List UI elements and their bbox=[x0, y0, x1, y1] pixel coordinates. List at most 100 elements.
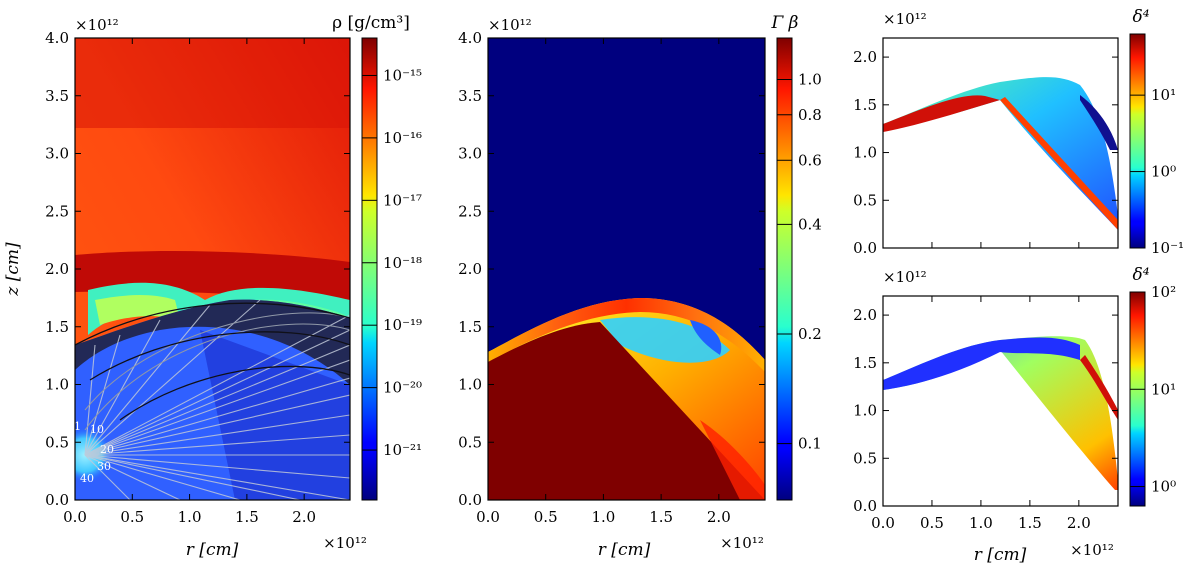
y-tick-label: 3.0 bbox=[458, 145, 482, 163]
doppler-top-heatmap bbox=[883, 38, 1118, 248]
doppler-top-colorbar-ticks: 10¹ 10⁰ 10⁻¹ bbox=[1130, 86, 1184, 257]
doppler-top-colorbar bbox=[1129, 33, 1146, 249]
colorbar-tick-label: 0.8 bbox=[798, 106, 822, 124]
y-tick-label: 0.5 bbox=[853, 191, 877, 209]
y-tick-label: 2.5 bbox=[45, 202, 69, 220]
x-tick-label: 1.5 bbox=[235, 508, 259, 526]
colorbar-tick-label: 10⁻¹⁵ bbox=[383, 66, 422, 84]
colorbar-tick-label: 0.4 bbox=[798, 215, 822, 233]
contour-label-30: 30 bbox=[97, 460, 111, 473]
colorbar-tick-label: 10⁻²⁰ bbox=[383, 379, 422, 397]
panel-density: 1 10 20 30 40 0.0 0.5 1.0 1.5 2.0 2.5 3.0 3.5 4.… bbox=[3, 13, 422, 560]
y-tick-label: 3.5 bbox=[458, 87, 482, 105]
x-tick-label: 0.0 bbox=[871, 514, 895, 532]
colorbar-tick-label: 10⁻¹⁶ bbox=[383, 129, 422, 147]
colorbar-tick-label: 0.1 bbox=[798, 435, 822, 453]
y-tick-label: 1.0 bbox=[853, 402, 877, 420]
y-tick-label: 3.5 bbox=[45, 87, 69, 105]
y-tick-label: 3.0 bbox=[45, 145, 69, 163]
lorentz-colorbar-label: Γ β bbox=[770, 13, 798, 33]
x-tick-label: 0.0 bbox=[476, 508, 500, 526]
density-colorbar-ticks: 10⁻¹⁵ 10⁻¹⁶ 10⁻¹⁷ 10⁻¹⁸ 10⁻¹⁹ 10⁻²⁰ 10⁻²¹ bbox=[362, 66, 422, 459]
doppler-bottom-heatmap bbox=[883, 296, 1118, 506]
x-tick-label: 1.5 bbox=[1018, 514, 1042, 532]
density-colorbar-label: ρ [g/cm³] bbox=[332, 13, 410, 33]
colorbar-tick-label: 10⁰ bbox=[1151, 478, 1176, 496]
colorbar-tick-label: 0.6 bbox=[798, 151, 822, 169]
lorentz-x-label: r [cm] bbox=[598, 540, 651, 560]
density-y-label: z [cm] bbox=[3, 242, 23, 297]
y-tick-label: 2.0 bbox=[45, 260, 69, 278]
density-x-multiplier: ×10¹² bbox=[323, 534, 367, 552]
doppler-bottom-x-label: r [cm] bbox=[974, 545, 1027, 565]
density-colorbar bbox=[361, 37, 378, 501]
x-tick-label: 2.0 bbox=[707, 508, 731, 526]
x-tick-label: 1.0 bbox=[969, 514, 993, 532]
y-tick-label: 2.0 bbox=[853, 306, 877, 324]
x-tick-label: 0.5 bbox=[534, 508, 558, 526]
colorbar-tick-label: 10⁻¹ bbox=[1151, 239, 1184, 257]
y-tick-label: 1.0 bbox=[458, 376, 482, 394]
colorbar-tick-label: 10² bbox=[1151, 283, 1176, 301]
x-tick-label: 1.0 bbox=[178, 508, 202, 526]
x-tick-label: 0.5 bbox=[920, 514, 944, 532]
y-tick-label: 1.0 bbox=[45, 376, 69, 394]
y-tick-label: 0.5 bbox=[45, 433, 69, 451]
colorbar-tick-label: 10¹ bbox=[1151, 380, 1176, 398]
colorbar-tick-label: 10⁰ bbox=[1151, 163, 1176, 181]
panel-doppler-bottom: 0.0 0.5 1.0 1.5 2.0 0.0 0.5 1.0 1.5 2.0 ×10¹² ×10… bbox=[853, 265, 1176, 565]
density-y-multiplier: ×10¹² bbox=[75, 16, 119, 34]
doppler-bottom-y-multiplier: ×10¹² bbox=[883, 268, 927, 286]
y-tick-label: 1.5 bbox=[853, 96, 877, 114]
doppler-top-ticks: 0.0 0.5 1.0 1.5 2.0 bbox=[853, 48, 1118, 257]
doppler-bottom-colorbar-ticks: 10² 10¹ 10⁰ bbox=[1130, 283, 1176, 496]
lorentz-y-multiplier: ×10¹² bbox=[488, 16, 532, 34]
y-tick-label: 1.5 bbox=[45, 318, 69, 336]
lorentz-colorbar bbox=[776, 37, 793, 501]
y-tick-label: 0.0 bbox=[458, 491, 482, 509]
y-tick-label: 2.5 bbox=[458, 202, 482, 220]
lorentz-x-multiplier: ×10¹² bbox=[720, 534, 764, 552]
lorentz-ticks: 0.0 0.5 1.0 1.5 2.0 2.5 3.0 3.5 4.0 0.0 0.5 1.0 1.5 2… bbox=[458, 29, 765, 526]
y-tick-label: 1.5 bbox=[458, 318, 482, 336]
colorbar-tick-label: 1.0 bbox=[798, 70, 822, 88]
x-tick-label: 0.0 bbox=[63, 508, 87, 526]
doppler-bottom-x-multiplier: ×10¹² bbox=[1070, 541, 1114, 559]
y-tick-label: 0.0 bbox=[853, 239, 877, 257]
doppler-top-axes-frame bbox=[882, 37, 1119, 249]
colorbar-tick-label: 10⁻²¹ bbox=[383, 441, 422, 459]
colorbar-tick-label: 10⁻¹⁹ bbox=[383, 316, 422, 334]
density-ticks: 0.0 0.5 1.0 1.5 2.0 2.5 3.0 3.5 4.0 0.0 0.5 1.0 1.5 2… bbox=[45, 29, 350, 526]
colorbar-tick-label: 10¹ bbox=[1151, 86, 1176, 104]
y-tick-label: 2.0 bbox=[853, 48, 877, 66]
density-x-label: r [cm] bbox=[186, 540, 239, 560]
y-tick-label: 0.0 bbox=[853, 497, 877, 515]
density-heatmap: 1 10 20 30 40 bbox=[74, 38, 350, 500]
contour-label-40: 40 bbox=[80, 472, 94, 485]
y-tick-label: 1.0 bbox=[853, 144, 877, 162]
y-tick-label: 0.5 bbox=[458, 433, 482, 451]
contour-label-1: 1 bbox=[74, 420, 81, 433]
doppler-bottom-colorbar-label: δ⁴ bbox=[1132, 265, 1149, 285]
doppler-top-y-multiplier: ×10¹² bbox=[883, 10, 927, 28]
doppler-bottom-colorbar bbox=[1129, 291, 1146, 507]
doppler-bottom-axes-frame bbox=[882, 295, 1119, 507]
doppler-top-colorbar-label: δ⁴ bbox=[1132, 7, 1149, 27]
x-tick-label: 1.5 bbox=[649, 508, 673, 526]
colorbar-tick-label: 0.2 bbox=[798, 325, 822, 343]
x-tick-label: 2.0 bbox=[1067, 514, 1091, 532]
contour-label-20: 20 bbox=[100, 443, 114, 456]
contour-label-10: 10 bbox=[90, 423, 104, 436]
lorentz-colorbar-ticks: 1.0 0.8 0.6 0.4 0.2 0.1 bbox=[777, 70, 822, 453]
doppler-bottom-ticks: 0.0 0.5 1.0 1.5 2.0 0.0 0.5 1.0 1.5 2.0 bbox=[853, 296, 1118, 532]
y-tick-label: 2.0 bbox=[458, 260, 482, 278]
colorbar-tick-label: 10⁻¹⁷ bbox=[383, 191, 422, 209]
y-tick-label: 0.5 bbox=[853, 449, 877, 467]
x-tick-label: 0.5 bbox=[120, 508, 144, 526]
colorbar-tick-label: 10⁻¹⁸ bbox=[383, 254, 422, 272]
y-tick-label: 4.0 bbox=[45, 29, 69, 47]
x-tick-label: 2.0 bbox=[292, 508, 316, 526]
lorentz-heatmap bbox=[488, 38, 765, 500]
panel-lorentz: 0.0 0.5 1.0 1.5 2.0 2.5 3.0 3.5 4.0 0.0 0.5 1.0 1.5 2… bbox=[458, 13, 822, 560]
